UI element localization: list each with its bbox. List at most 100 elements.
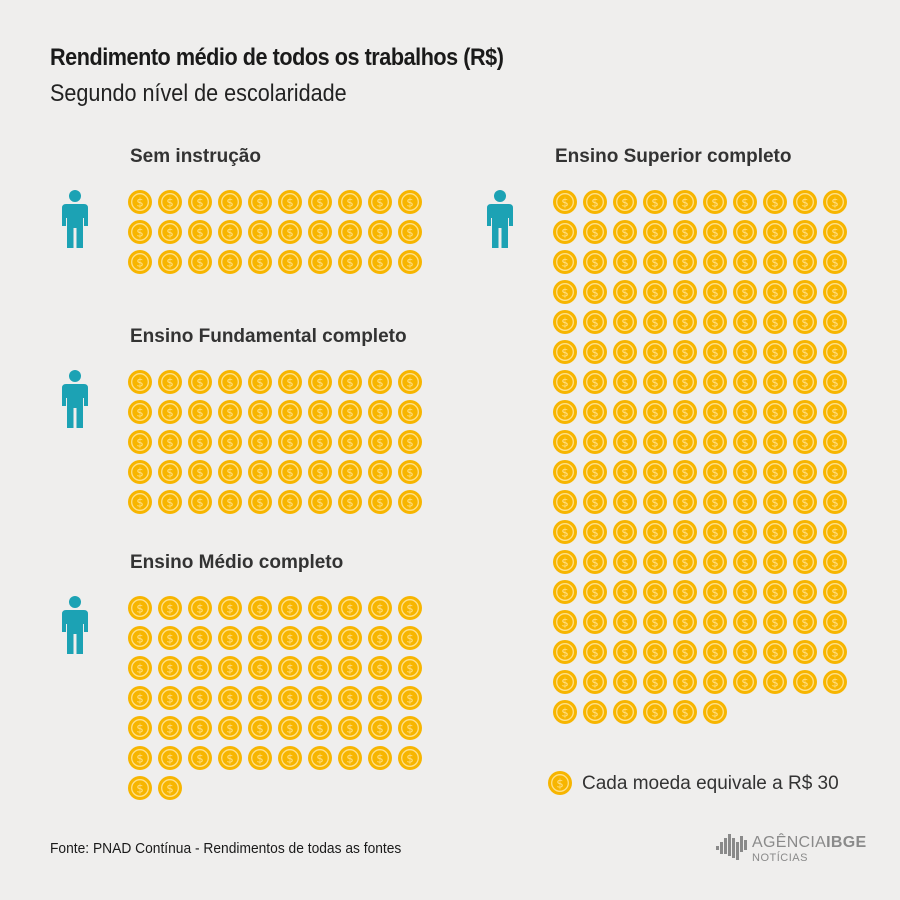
svg-text:$: $ [286,255,293,269]
coin-icon: $ [368,746,392,770]
svg-text:$: $ [621,525,628,539]
coin-icon: $ [218,370,242,394]
coin-icon: $ [733,460,757,484]
svg-text:$: $ [651,285,658,299]
svg-text:$: $ [136,601,143,615]
svg-text:$: $ [166,721,173,735]
svg-text:$: $ [561,285,568,299]
coin-icon: $ [308,190,332,214]
svg-text:$: $ [801,225,808,239]
coin-icon: $ [583,610,607,634]
svg-text:$: $ [651,615,658,629]
coin-icon: $ [823,370,847,394]
svg-text:$: $ [831,195,838,209]
coin-icon: $ [733,640,757,664]
coin-icon: $ [398,430,422,454]
coin-icon: $ [128,220,152,244]
coin-icon: $ [643,610,667,634]
svg-text:$: $ [256,661,263,675]
coin-icon: $ [553,220,577,244]
chart-subtitle: Segundo nível de escolaridade [50,80,347,107]
svg-text:$: $ [346,435,353,449]
coin-icon: $ [158,596,182,620]
coin-icon: $ [278,400,302,424]
svg-text:$: $ [561,615,568,629]
svg-text:$: $ [741,465,748,479]
svg-text:$: $ [771,675,778,689]
svg-text:$: $ [681,405,688,419]
coin-icon: $ [763,370,787,394]
coin-icon: $ [553,670,577,694]
coin-icon: $ [703,520,727,544]
logo-text: AGÊNCIAIBGE [752,834,866,852]
svg-text:$: $ [196,225,203,239]
coin-icon: $ [733,400,757,424]
coin-icon: $ [188,596,212,620]
coin-icon: $ [673,580,697,604]
svg-text:$: $ [591,615,598,629]
coin-icon: $ [613,280,637,304]
svg-text:$: $ [801,255,808,269]
svg-text:$: $ [621,585,628,599]
coin-icon: $ [308,460,332,484]
coin-icon: $ [553,370,577,394]
coin-icon: $ [763,250,787,274]
coin-icon: $ [398,686,422,710]
svg-text:$: $ [196,495,203,509]
coin-icon: $ [643,490,667,514]
svg-text:$: $ [166,661,173,675]
svg-text:$: $ [136,495,143,509]
svg-text:$: $ [196,631,203,645]
svg-text:$: $ [561,225,568,239]
coin-icon: $ [823,190,847,214]
svg-text:$: $ [801,285,808,299]
svg-text:$: $ [316,375,323,389]
coin-icon: $ [338,220,362,244]
svg-text:$: $ [711,405,718,419]
coin-icon: $ [703,220,727,244]
svg-text:$: $ [196,661,203,675]
person-icon [62,596,88,654]
coin-icon: $ [368,686,392,710]
coin-icon: $ [793,460,817,484]
coin-icon: $ [673,400,697,424]
coin-icon: $ [823,400,847,424]
svg-text:$: $ [711,345,718,359]
coin-icon: $ [613,250,637,274]
coin-icon: $ [398,460,422,484]
coin-icon: $ [793,610,817,634]
coin-icon: $ [278,220,302,244]
logo-bars-icon [716,834,747,860]
svg-text:$: $ [406,691,413,705]
svg-text:$: $ [561,645,568,659]
coin-icon: $ [733,280,757,304]
coin-icon: $ [248,596,272,620]
coin-icon: $ [823,550,847,574]
coin-icon: $ [248,656,272,680]
svg-text:$: $ [621,405,628,419]
svg-text:$: $ [226,601,233,615]
svg-text:$: $ [741,225,748,239]
svg-text:$: $ [196,195,203,209]
svg-text:$: $ [591,315,598,329]
coin-icon: $ [278,596,302,620]
coin-icon: $ [823,310,847,334]
coin-icon: $ [763,520,787,544]
coin-icon: $ [368,400,392,424]
svg-text:$: $ [621,285,628,299]
svg-text:$: $ [286,691,293,705]
svg-text:$: $ [406,601,413,615]
coin-icon: $ [583,280,607,304]
coin-icon: $ [188,460,212,484]
coin-icon: $ [613,580,637,604]
coin-icon: $ [763,550,787,574]
coin-icon: $ [673,340,697,364]
svg-text:$: $ [196,435,203,449]
svg-text:$: $ [681,585,688,599]
coin-icon: $ [158,220,182,244]
coin-icon: $ [673,430,697,454]
coin-icon: $ [278,656,302,680]
coin-icon: $ [823,340,847,364]
svg-text:$: $ [771,225,778,239]
svg-text:$: $ [226,195,233,209]
